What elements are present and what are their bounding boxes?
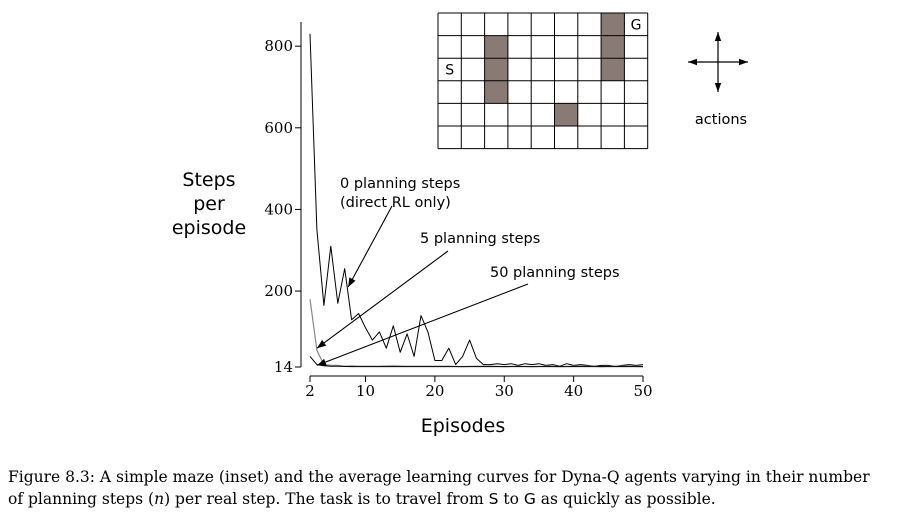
y-axis-label-line: per <box>193 193 225 215</box>
maze-wall-cell <box>601 58 625 81</box>
y-tick-label: 800 <box>264 37 293 55</box>
maze-start-label: S <box>445 63 454 79</box>
maze-wall-cell <box>554 103 578 126</box>
x-tick-label: 40 <box>564 382 583 400</box>
maze-wall-cell <box>601 13 625 36</box>
caption-part-d: as quickly as possible. <box>535 490 716 508</box>
maze-inset: SG <box>437 12 649 150</box>
maze-wall-cell <box>484 35 508 59</box>
annotation-5-planning-arrowhead <box>316 340 327 349</box>
caption-goal-symbol: G <box>523 490 536 508</box>
y-axis-label-line: Steps <box>182 169 235 191</box>
figure-caption: Figure 8.3: A simple maze (inset) and th… <box>8 466 914 510</box>
y-tick-label: 14 <box>274 358 293 376</box>
actions-diagram: actions <box>688 32 748 128</box>
x-tick-label: 50 <box>633 382 652 400</box>
annotation-50-planning-text: 50 planning steps <box>490 265 620 281</box>
action-up-arrowhead <box>714 32 722 41</box>
caption-part-c: to <box>498 490 524 508</box>
series-line-50-planning <box>309 356 643 368</box>
annotation-50-planning-arrow <box>316 283 529 366</box>
y-tick-label: 600 <box>264 119 293 137</box>
annotation-0-planning-arrow <box>347 205 393 288</box>
action-right-arrowhead <box>739 58 748 66</box>
y-axis-label-line: episode <box>172 217 246 239</box>
x-tick-label: 2 <box>305 382 315 400</box>
actions-label: actions <box>695 112 747 128</box>
series-line-0-planning <box>309 33 644 367</box>
x-axis-label: Episodes <box>421 415 506 437</box>
caption-line-2: of planning steps (n) per real step. The… <box>8 488 914 510</box>
y-tick-label: 200 <box>264 282 293 300</box>
x-tick-label: 10 <box>356 382 375 400</box>
annotation-5-planning-arrow <box>316 250 449 349</box>
maze-goal-label: G <box>631 17 642 33</box>
y-tick-label: 400 <box>264 200 293 218</box>
caption-part-b: ) per real step. The task is to travel f… <box>164 490 489 508</box>
x-tick-label: 20 <box>425 382 444 400</box>
action-down-arrowhead <box>714 83 722 92</box>
learning-curve-plot: 14 200 400 600 800 2 10 20 30 40 50 Episodes Stepspe… <box>172 22 653 437</box>
maze-wall-cell <box>484 58 508 81</box>
maze-wall-cell <box>601 35 625 59</box>
annotation-0-planning-text: 0 planning steps <box>340 176 460 192</box>
action-left-arrowhead <box>688 58 697 66</box>
x-tick-label: 30 <box>495 382 514 400</box>
caption-start-symbol: S <box>488 490 499 508</box>
annotation-5-planning-text: 5 planning steps <box>420 231 540 247</box>
caption-n: n <box>154 490 165 508</box>
maze-wall-cell <box>484 80 508 104</box>
annotation-0-planning-arrowhead <box>348 277 356 287</box>
caption-part-a: of planning steps ( <box>8 490 155 508</box>
series-line-5-planning <box>309 299 644 368</box>
caption-line-1: Figure 8.3: A simple maze (inset) and th… <box>8 468 870 486</box>
annotation-0-planning-text: (direct RL only) <box>340 195 451 211</box>
figure: 14 200 400 600 800 2 10 20 30 40 50 Episodes Stepspe… <box>172 12 748 437</box>
annotation-50-planning-arrowhead <box>316 358 327 366</box>
